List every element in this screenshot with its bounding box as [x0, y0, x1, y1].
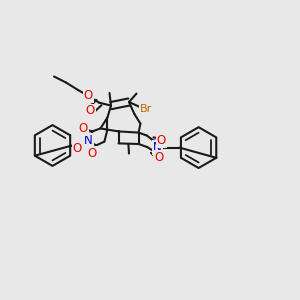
Text: N: N [84, 134, 93, 147]
Text: O: O [79, 122, 88, 135]
Text: Br: Br [140, 103, 152, 114]
Text: O: O [73, 142, 82, 155]
Text: O: O [88, 147, 97, 160]
Text: O: O [84, 89, 93, 103]
Text: N: N [153, 141, 162, 154]
Text: O: O [154, 151, 164, 164]
Text: O: O [157, 134, 166, 148]
Text: O: O [85, 104, 94, 118]
